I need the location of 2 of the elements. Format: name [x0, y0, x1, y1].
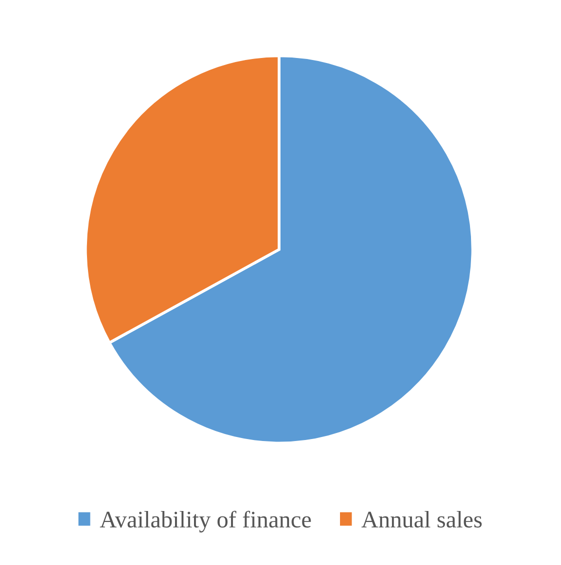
legend-label: Availability of finance	[100, 510, 311, 532]
legend-label: Annual sales	[361, 510, 482, 528]
